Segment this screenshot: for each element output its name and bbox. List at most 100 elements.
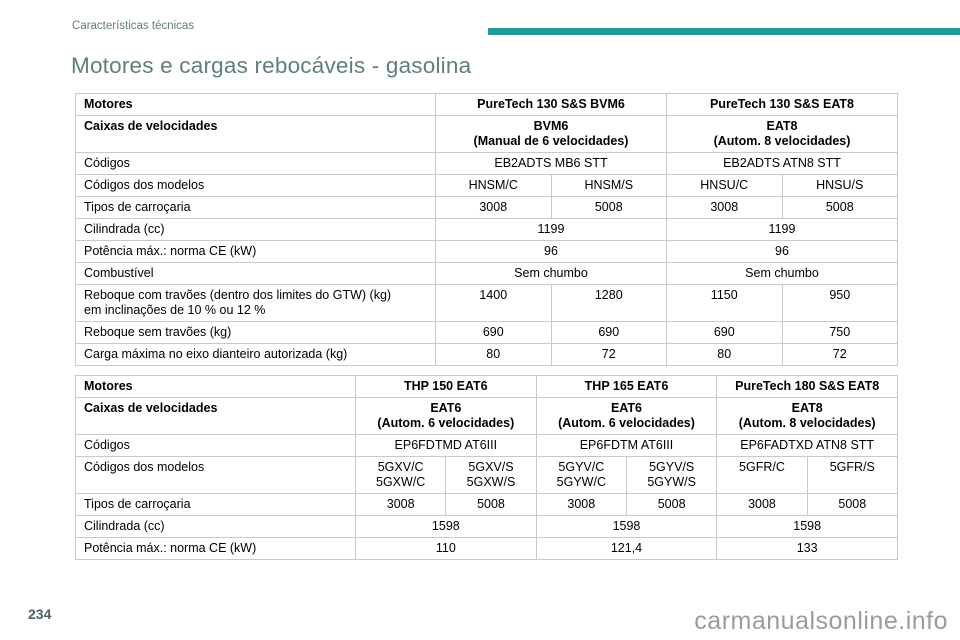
value-cell: HNSU/C [666, 174, 783, 197]
row-label: Caixas de velocidades [75, 115, 436, 153]
table-row: Combustível Sem chumbo Sem chumbo [75, 262, 898, 285]
value-cell: 3008 [535, 493, 627, 516]
value-cell: EP6FADTXD ATN8 STT [716, 434, 898, 457]
table-row: Caixas de velocidades EAT6 (Autom. 6 velo… [75, 397, 898, 435]
value-cell: 690 [435, 321, 552, 344]
value-cell: 80 [435, 343, 552, 366]
spec-table: Motores PureTech 130 S&S BVM6 PureTech 130… [75, 93, 898, 366]
value-cell: 5GXV/S 5GXW/S [445, 456, 537, 494]
table-row: Tipos de carroçaria 3008 5008 3008 5008 3008 5… [75, 493, 899, 516]
row-label: Combustível [75, 262, 436, 285]
content-area: Motores PureTech 130 S&S BVM6 PureTech 130… [75, 93, 899, 560]
value-cell: EB2ADTS MB6 STT [435, 152, 667, 175]
value-cell: 1598 [535, 515, 718, 538]
table-row: Reboque com travões (dentro dos limites … [75, 284, 898, 322]
value-cell: 1199 [435, 218, 667, 241]
header-accent-bar [488, 28, 960, 35]
page-title: Motores e cargas rebocáveis - gasolina [71, 53, 472, 78]
row-label: Potência máx.: norma CE (kW) [75, 537, 356, 560]
value-cell: 750 [781, 321, 898, 344]
value-cell: EAT6 (Autom. 6 velocidades) [535, 397, 718, 435]
value-cell: EB2ADTS ATN8 STT [666, 152, 898, 175]
spec-table: Motores THP 150 EAT6 THP 165 EAT6 PureTech … [75, 375, 899, 560]
value-cell: 950 [781, 284, 898, 322]
value-cell: THP 150 EAT6 [355, 375, 537, 398]
breadcrumb: Características técnicas [72, 20, 195, 32]
value-cell: 1598 [355, 515, 537, 538]
table-row: Caixas de velocidades BVM6 (Manual de 6 v… [75, 115, 898, 153]
row-label: Cilindrada (cc) [75, 218, 436, 241]
value-cell: PureTech 180 S&S EAT8 [716, 375, 898, 398]
value-cell: 96 [666, 240, 898, 263]
table-row: Códigos dos modelos 5GXV/C 5GXW/C 5GXV/S 5… [75, 456, 899, 494]
value-cell: 5GFR/C [716, 456, 808, 494]
value-cell: 80 [666, 343, 783, 366]
value-cell: 3008 [666, 196, 783, 219]
value-cell: HNSM/S [550, 174, 667, 197]
row-label: Códigos dos modelos [75, 174, 436, 197]
row-label: Caixas de velocidades [75, 397, 356, 435]
table-row: Códigos EP6FDTMD AT6III EP6FDTM AT6III EP6F… [75, 434, 898, 457]
row-label: Códigos [75, 434, 356, 457]
value-cell: 690 [666, 321, 783, 344]
table-row: Motores PureTech 130 S&S BVM6 PureTech 130… [75, 93, 898, 116]
value-cell: 110 [355, 537, 537, 560]
table-row: Cilindrada (cc) 1199 1199 [75, 218, 898, 241]
row-label: Tipos de carroçaria [75, 493, 356, 516]
table-row: Carga máxima no eixo dianteiro autorizad… [75, 343, 898, 366]
value-cell: 1598 [716, 515, 898, 538]
table-row: Códigos EB2ADTS MB6 STT EB2ADTS ATN8 STT [75, 152, 898, 175]
value-cell: HNSM/C [435, 174, 552, 197]
page-number: 234 [28, 606, 52, 622]
value-cell: EAT8 (Autom. 8 velocidades) [716, 397, 898, 435]
engine-table-2: Motores THP 150 EAT6 THP 165 EAT6 PureTech … [75, 375, 899, 560]
row-label: Reboque sem travões (kg) [75, 321, 436, 344]
value-cell: 3008 [354, 493, 447, 516]
table-row: Potência máx.: norma CE (kW) 96 96 [75, 240, 898, 263]
table-row: Cilindrada (cc) 1598 1598 1598 [75, 515, 898, 538]
value-cell: 72 [781, 343, 898, 366]
value-cell: 72 [550, 343, 667, 366]
row-label: Motores [75, 93, 436, 116]
value-cell: 5GFR/S [806, 456, 899, 494]
value-cell: 690 [550, 321, 667, 344]
row-label: Reboque com travões (dentro dos limites … [75, 284, 436, 322]
value-cell: 5GYV/C 5GYW/C [535, 456, 627, 494]
value-cell: 121,4 [535, 537, 718, 560]
row-label: Códigos [75, 152, 436, 175]
table-row: Motores THP 150 EAT6 THP 165 EAT6 PureTech … [75, 375, 898, 398]
value-cell: 1199 [666, 218, 898, 241]
value-cell: 5008 [806, 493, 899, 516]
value-cell: THP 165 EAT6 [535, 375, 718, 398]
value-cell: 1400 [435, 284, 552, 322]
value-cell: 5008 [781, 196, 898, 219]
value-cell: Sem chumbo [666, 262, 898, 285]
value-cell: 5GXV/C 5GXW/C [354, 456, 447, 494]
row-label: Tipos de carroçaria [75, 196, 436, 219]
row-label: Carga máxima no eixo dianteiro autorizad… [75, 343, 436, 366]
value-cell: 5008 [625, 493, 718, 516]
value-cell: 5GYV/S 5GYW/S [625, 456, 718, 494]
value-cell: HNSU/S [781, 174, 898, 197]
value-cell: 133 [716, 537, 898, 560]
value-cell: 5008 [550, 196, 667, 219]
row-label: Códigos dos modelos [75, 456, 356, 494]
value-cell: EP6FDTM AT6III [535, 434, 718, 457]
value-cell: 1280 [550, 284, 667, 322]
row-label: Motores [75, 375, 356, 398]
value-cell: 3008 [435, 196, 552, 219]
row-label: Potência máx.: norma CE (kW) [75, 240, 436, 263]
value-cell: 5008 [445, 493, 537, 516]
value-cell: 3008 [716, 493, 808, 516]
value-cell: Sem chumbo [435, 262, 667, 285]
table-row: Potência máx.: norma CE (kW) 110 121,4 133 [75, 537, 898, 560]
table-row: Tipos de carroçaria 3008 5008 3008 5008 [75, 196, 898, 219]
table-row: Códigos dos modelos HNSM/C HNSM/S HNSU/C HNS… [75, 174, 898, 197]
value-cell: EAT8 (Autom. 8 velocidades) [666, 115, 898, 153]
value-cell: BVM6 (Manual de 6 velocidades) [435, 115, 667, 153]
value-cell: 1150 [666, 284, 783, 322]
value-cell: PureTech 130 S&S EAT8 [666, 93, 898, 116]
value-cell: EAT6 (Autom. 6 velocidades) [355, 397, 537, 435]
engine-table-1: Motores PureTech 130 S&S BVM6 PureTech 130… [75, 93, 898, 366]
table-gap [75, 366, 898, 375]
